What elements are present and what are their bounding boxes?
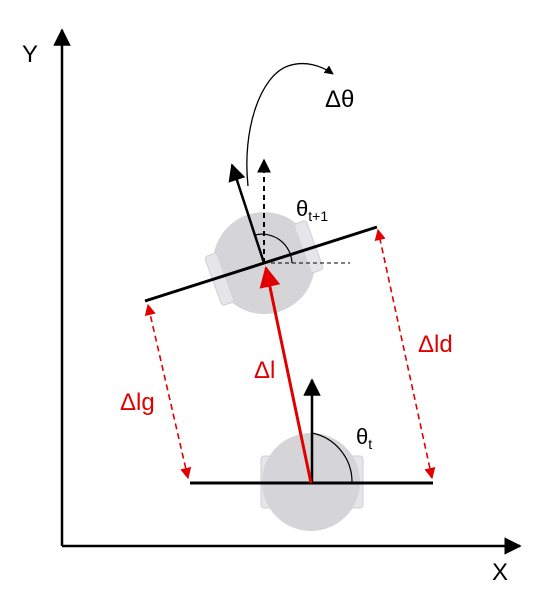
- theta-t-arc: [311, 432, 353, 484]
- rotation-arc: [246, 62, 334, 187]
- theta-t-label: θt: [356, 424, 372, 452]
- x-axis-label: X: [492, 559, 508, 586]
- theta-t1-label: θt+1: [296, 196, 328, 224]
- robot-final-left-wheel: [204, 252, 235, 306]
- right-wheel-displacement-arrow: [374, 228, 436, 480]
- delta-lg-label: Δlg: [120, 389, 155, 416]
- delta-l-label: Δl: [254, 357, 275, 384]
- y-axis-label: Y: [22, 41, 38, 68]
- wheelbase-final: [144, 225, 378, 303]
- theta-t1-arc: [254, 233, 293, 264]
- delta-theta-label: Δθ: [325, 86, 354, 113]
- heading-arrow-final: [228, 163, 266, 264]
- displacement-arrow: [259, 265, 313, 484]
- robot-final-right-wheel: [293, 220, 324, 274]
- delta-ld-label: Δld: [418, 331, 453, 358]
